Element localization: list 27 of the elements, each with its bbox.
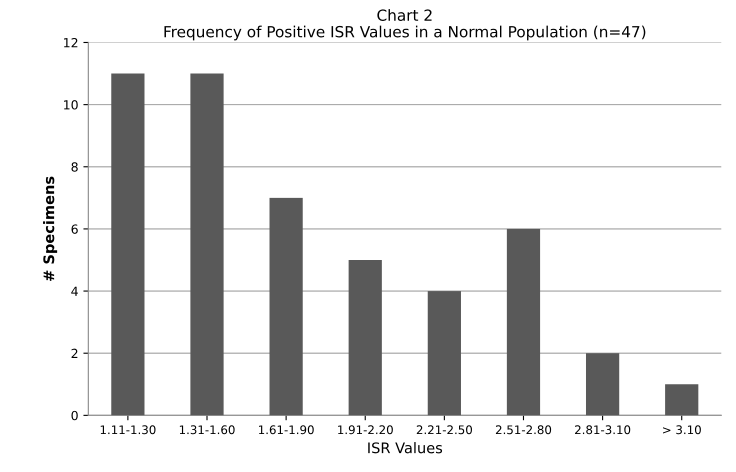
x-tick-label: 2.51-2.80 bbox=[496, 425, 552, 434]
y-tick-label: 8 bbox=[71, 162, 78, 172]
bar bbox=[506, 228, 540, 416]
y-axis-title: # Specimens bbox=[43, 176, 58, 281]
x-tick-label: 1.11-1.30 bbox=[100, 425, 156, 434]
x-tick-label: 1.31-1.60 bbox=[180, 425, 235, 434]
y-tick-label: 12 bbox=[64, 38, 78, 48]
bar bbox=[428, 291, 461, 416]
x-tick-label: 2.81-3.10 bbox=[575, 425, 630, 434]
bar bbox=[111, 74, 144, 416]
y-tick-label: 0 bbox=[71, 410, 78, 420]
y-tick-label: 6 bbox=[72, 224, 78, 234]
y-tick-label: 2 bbox=[72, 348, 78, 358]
x-axis-title: ISR Values bbox=[368, 442, 442, 454]
x-tick-label: 1.91-2.20 bbox=[338, 425, 393, 434]
y-tick-label: 4 bbox=[71, 286, 78, 296]
chart-subtitle: Frequency of Positive ISR Values in a Normal Population (n=47) bbox=[164, 26, 646, 40]
y-tick-label: 10 bbox=[64, 100, 78, 110]
bar bbox=[665, 384, 698, 416]
bar bbox=[586, 353, 620, 416]
bar bbox=[190, 74, 224, 416]
x-tick-label: 2.21-2.50 bbox=[416, 425, 472, 434]
bar bbox=[348, 260, 382, 416]
x-tick-label: 1.61-1.90 bbox=[259, 425, 314, 434]
x-tick-label: > 3.10 bbox=[663, 425, 701, 434]
bar bbox=[270, 198, 303, 416]
chart-title: Chart 2 bbox=[377, 9, 432, 21]
